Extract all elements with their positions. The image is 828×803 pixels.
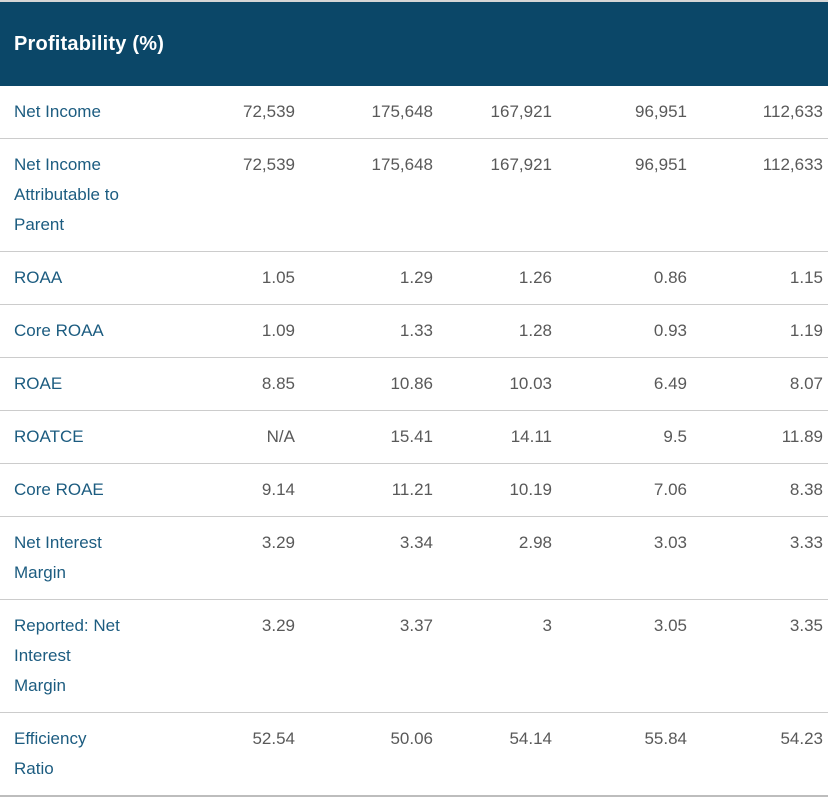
- cell-value: 3.35: [688, 599, 828, 713]
- row-label-net-interest-margin[interactable]: Net Interest Margin: [14, 533, 102, 582]
- cell-value: 3.33: [688, 516, 828, 600]
- cell-value: 9.14: [162, 463, 296, 517]
- cell-value: 2.98: [434, 516, 553, 600]
- section-title: Profitability (%): [14, 32, 165, 55]
- cell-value: 1.26: [434, 251, 553, 305]
- cell-value: 3.37: [296, 599, 434, 713]
- cell-value: 7.06: [553, 463, 688, 517]
- cell-value: 8.38: [688, 463, 828, 517]
- table-row: Core ROAE 9.14 11.21 10.19 7.06 8.38: [0, 463, 828, 517]
- cell-value: 50.06: [296, 712, 434, 797]
- cell-value: 1.15: [688, 251, 828, 305]
- cell-value: 1.28: [434, 304, 553, 358]
- cell-value: 1.33: [296, 304, 434, 358]
- table-row: ROATCE N/A 15.41 14.11 9.5 11.89: [0, 410, 828, 464]
- cell-value: 167,921: [434, 86, 553, 139]
- cell-value: 112,633: [688, 86, 828, 139]
- cell-value: 52.54: [162, 712, 296, 797]
- table-row: Net Interest Margin 3.29 3.34 2.98 3.03 …: [0, 516, 828, 600]
- cell-value: 72,539: [162, 86, 296, 139]
- row-label-roaa[interactable]: ROAA: [14, 268, 63, 287]
- row-label-net-income[interactable]: Net Income: [14, 102, 101, 121]
- cell-value: 96,951: [553, 86, 688, 139]
- cell-value: 54.23: [688, 712, 828, 797]
- table-row: Net Income Attributable to Parent 72,539…: [0, 138, 828, 252]
- cell-value: 11.89: [688, 410, 828, 464]
- table-row: Efficiency Ratio 52.54 50.06 54.14 55.84…: [0, 712, 828, 797]
- row-label-reported-net-interest-margin[interactable]: Reported: Net Interest Margin: [14, 616, 120, 695]
- cell-value: 8.07: [688, 357, 828, 411]
- cell-value: 3: [434, 599, 553, 713]
- table-row: ROAE 8.85 10.86 10.03 6.49 8.07: [0, 357, 828, 411]
- cell-value: 175,648: [296, 86, 434, 139]
- top-divider: [0, 0, 828, 2]
- cell-value: 3.34: [296, 516, 434, 600]
- table-row: Reported: Net Interest Margin 3.29 3.37 …: [0, 599, 828, 713]
- cell-value: 3.03: [553, 516, 688, 600]
- cell-value: 10.19: [434, 463, 553, 517]
- cell-value: 6.49: [553, 357, 688, 411]
- cell-value: 175,648: [296, 138, 434, 252]
- profitability-table: Net Income 72,539 175,648 167,921 96,951…: [0, 86, 828, 797]
- cell-value: 1.09: [162, 304, 296, 358]
- cell-value: 8.85: [162, 357, 296, 411]
- cell-value: 10.03: [434, 357, 553, 411]
- cell-value: N/A: [162, 410, 296, 464]
- cell-value: 1.29: [296, 251, 434, 305]
- cell-value: 3.05: [553, 599, 688, 713]
- row-label-efficiency-ratio[interactable]: Efficiency Ratio: [14, 729, 87, 778]
- table-row: Net Income 72,539 175,648 167,921 96,951…: [0, 86, 828, 139]
- cell-value: 167,921: [434, 138, 553, 252]
- cell-value: 10.86: [296, 357, 434, 411]
- row-label-core-roae[interactable]: Core ROAE: [14, 480, 104, 499]
- cell-value: 3.29: [162, 516, 296, 600]
- cell-value: 1.19: [688, 304, 828, 358]
- cell-value: 11.21: [296, 463, 434, 517]
- cell-value: 55.84: [553, 712, 688, 797]
- cell-value: 0.86: [553, 251, 688, 305]
- row-label-net-income-attributable-to-parent[interactable]: Net Income Attributable to Parent: [14, 155, 119, 234]
- cell-value: 96,951: [553, 138, 688, 252]
- row-label-roae[interactable]: ROAE: [14, 374, 63, 393]
- table-row: ROAA 1.05 1.29 1.26 0.86 1.15: [0, 251, 828, 305]
- cell-value: 72,539: [162, 138, 296, 252]
- section-header: Profitability (%): [0, 2, 828, 86]
- cell-value: 14.11: [434, 410, 553, 464]
- row-label-core-roaa[interactable]: Core ROAA: [14, 321, 104, 340]
- cell-value: 112,633: [688, 138, 828, 252]
- table-row: Core ROAA 1.09 1.33 1.28 0.93 1.19: [0, 304, 828, 358]
- cell-value: 0.93: [553, 304, 688, 358]
- cell-value: 9.5: [553, 410, 688, 464]
- cell-value: 15.41: [296, 410, 434, 464]
- cell-value: 1.05: [162, 251, 296, 305]
- cell-value: 54.14: [434, 712, 553, 797]
- row-label-roatce[interactable]: ROATCE: [14, 427, 84, 446]
- cell-value: 3.29: [162, 599, 296, 713]
